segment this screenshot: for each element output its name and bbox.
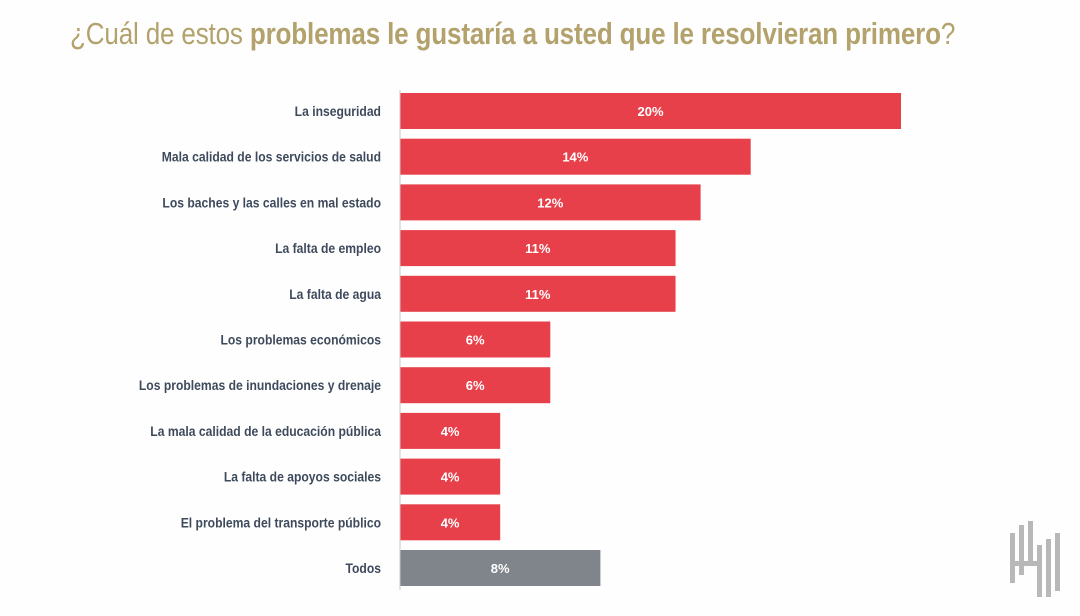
bar [400,184,701,221]
value-label: 4% [441,515,460,530]
value-label: 14% [562,150,588,165]
category-label: La falta de agua [289,286,382,302]
value-label: 4% [441,424,460,439]
title-prefix: ¿Cuál de estos [70,16,250,51]
category-label: La falta de apoyos sociales [224,469,381,485]
bar [400,458,501,495]
value-label: 11% [525,287,551,302]
category-label: Los problemas de inundaciones y drenaje [139,378,381,394]
value-label: 20% [637,104,663,119]
category-label: Los problemas económicos [220,332,381,348]
bar [400,321,551,358]
value-label: 6% [466,333,485,348]
value-label: 11% [525,241,551,256]
bar [400,93,901,129]
chart-title: ¿Cuál de estos problemas le gustaría a u… [70,16,955,52]
bar [400,504,501,541]
bar [400,138,751,175]
bar [400,275,676,312]
bar [400,367,551,404]
bar [400,412,501,449]
category-label: La falta de empleo [275,240,381,256]
bar [400,550,601,586]
category-label: Mala calidad de los servicios de salud [162,149,381,165]
title-bold: problemas le gustaría a usted que le res… [249,16,941,51]
value-label: 8% [491,561,510,576]
value-label: 6% [466,378,485,393]
category-label: Todos [345,560,381,576]
category-label: Los baches y las calles en mal estado [162,195,381,211]
category-label: La mala calidad de la educación pública [150,423,381,439]
category-label: La inseguridad [295,103,381,119]
logo-icon [1010,521,1060,597]
value-label: 4% [441,470,460,485]
bar [400,230,676,267]
category-label: El problema del transporte público [181,515,381,531]
value-label: 12% [537,195,563,210]
title-suffix: ? [940,16,956,51]
